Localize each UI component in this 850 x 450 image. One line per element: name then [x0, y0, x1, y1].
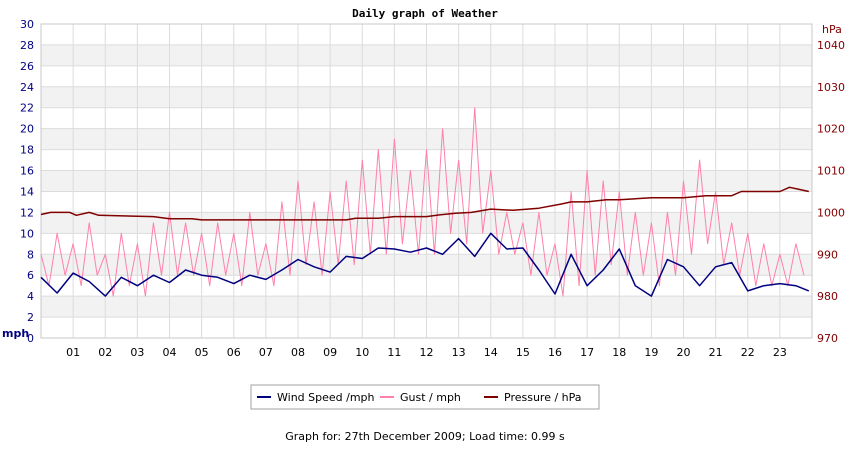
series-line-pressure-hpa	[40, 186, 809, 221]
x-tick-label: 02	[98, 346, 112, 359]
x-tick-label: 12	[420, 346, 434, 359]
y-left-tick-label: 14	[20, 185, 34, 198]
y-right-tick-label: 1000	[817, 206, 845, 219]
x-tick-label: 03	[130, 346, 144, 359]
legend-label: Wind Speed /mph	[277, 391, 375, 404]
legend: Wind Speed /mph Gust / mph Pressure / hPa	[250, 384, 600, 410]
x-tick-label: 15	[516, 346, 530, 359]
x-tick-label: 10	[355, 346, 369, 359]
y-left-tick-label: 12	[20, 206, 34, 219]
series-lines	[40, 107, 810, 297]
y-left-tick-label: 16	[20, 165, 34, 178]
grid-lines	[40, 23, 813, 339]
x-tick-label: 06	[227, 346, 241, 359]
y-right-tick-label: 970	[817, 332, 838, 345]
x-tick-label: 17	[580, 346, 594, 359]
legend-label: Pressure / hPa	[504, 391, 582, 404]
y-left-tick-label: 10	[20, 227, 34, 240]
right-axis-unit: hPa	[822, 23, 842, 36]
x-tick-label: 21	[709, 346, 723, 359]
x-tick-label: 16	[548, 346, 562, 359]
chart-title: Daily graph of Weather	[352, 7, 498, 20]
y-left-tick-label: 2	[27, 311, 34, 324]
left-axis-unit: mph	[2, 327, 29, 340]
x-tick-label: 14	[484, 346, 498, 359]
y-left-tick-label: 8	[27, 248, 34, 261]
legend-label: Gust / mph	[400, 391, 461, 404]
x-tick-label: 05	[195, 346, 209, 359]
x-tick-label: 09	[323, 346, 337, 359]
x-tick-label: 19	[644, 346, 658, 359]
y-left-tick-label: 0	[27, 332, 34, 345]
y-left-tick-label: 4	[27, 290, 34, 303]
series-line-wind-speed-mph	[40, 232, 810, 297]
y-left-tick-label: 30	[20, 18, 34, 31]
y-right-tick-label: 980	[817, 290, 838, 303]
x-tick-label: 22	[741, 346, 755, 359]
x-tick-label: 01	[66, 346, 80, 359]
y-left-tick-label: 22	[20, 102, 34, 115]
y-left-tick-label: 24	[20, 81, 34, 94]
y-right-tick-label: 990	[817, 248, 838, 261]
y-right-tick-label: 1040	[817, 39, 845, 52]
x-tick-label: 13	[452, 346, 466, 359]
x-tick-label: 18	[612, 346, 626, 359]
x-tick-label: 23	[773, 346, 787, 359]
y-right-tick-label: 1020	[817, 123, 845, 136]
y-left-tick-label: 20	[20, 123, 34, 136]
x-tick-label: 04	[163, 346, 177, 359]
plot-border	[40, 23, 813, 339]
legend-box	[250, 384, 600, 410]
x-tick-label: 20	[677, 346, 691, 359]
y-right-tick-label: 1010	[817, 165, 845, 178]
x-axis: 01 02 03 04 05 06 07 08 09 10 11 12 13 14 15 16 17 18 19 20…	[66, 346, 787, 359]
y-right-tick-label: 1030	[817, 81, 845, 94]
y-left-tick-label: 28	[20, 39, 34, 52]
y-left-tick-label: 26	[20, 60, 34, 73]
footer-text: Graph for: 27th December 2009; Load time…	[285, 430, 565, 443]
x-tick-label: 11	[387, 346, 401, 359]
series-line-gust-mph	[40, 107, 805, 297]
y-left-tick-label: 6	[27, 269, 34, 282]
x-tick-label: 08	[291, 346, 305, 359]
x-tick-label: 07	[259, 346, 273, 359]
y-axis-right: 970 980 990 1000 1010 1020 1030 1040	[817, 39, 845, 345]
y-left-tick-label: 18	[20, 144, 34, 157]
